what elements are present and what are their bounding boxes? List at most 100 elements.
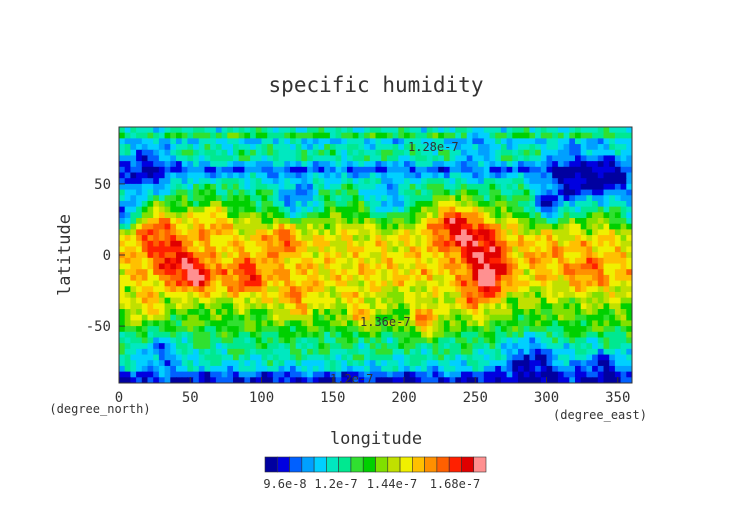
heatmap-cell-449: [626, 149, 632, 157]
heatmap-cell-1269: [170, 206, 177, 213]
heatmap-cell-2972: [130, 314, 137, 322]
heatmap-cell-3673: [535, 354, 542, 361]
heatmap-cell-1862: [472, 240, 479, 248]
heatmap-cell-544: [141, 161, 149, 168]
heatmap-cell-2568: [392, 286, 399, 293]
heatmap-cell-3159: [170, 326, 177, 333]
heatmap-cell-2323: [535, 269, 542, 276]
heatmap-cell-342: [529, 144, 536, 151]
heatmap-cell-958: [449, 183, 456, 191]
heatmap-cell-2540: [233, 286, 240, 293]
heatmap-cell-1387: [329, 212, 337, 219]
heatmap-cell-611: [523, 161, 530, 168]
heatmap-cell-2757: [443, 297, 451, 304]
heatmap-cell-367: [158, 149, 166, 157]
heatmap-cell-3601: [124, 354, 131, 361]
heatmap-cell-2487: [443, 280, 451, 287]
heatmap-cell-2918: [335, 309, 342, 316]
heatmap-cell-2414: [540, 274, 548, 282]
heatmap-cell-2077: [158, 257, 166, 265]
heatmap-cell-2866: [552, 303, 559, 310]
heatmap-cell-2284: [312, 269, 320, 276]
heatmap-cell-1244: [540, 200, 548, 208]
heatmap-cell-550: [176, 161, 183, 168]
heatmap-cell-3078: [221, 320, 228, 327]
heatmap-cell-3248: [164, 331, 171, 339]
heatmap-cell-2197: [329, 263, 337, 270]
heatmap-cell-194: [198, 138, 206, 145]
heatmap-cell-2892: [187, 309, 194, 316]
heatmap-cell-1935: [375, 246, 382, 253]
heatmap-cell-490: [347, 155, 354, 162]
heatmap-cell-1829: [284, 240, 291, 248]
heatmap-cell-4029: [512, 377, 519, 383]
heatmap-cell-869: [455, 178, 462, 185]
heatmap-cell-3450: [290, 343, 297, 350]
heatmap-cell-3303: [478, 331, 485, 339]
heatmap-cell-2154: [597, 257, 605, 265]
heatmap-cell-656: [267, 166, 274, 174]
heatmap-cell-1660: [347, 229, 354, 236]
heatmap-cell-1369: [227, 212, 234, 219]
heatmap-cell-3474: [426, 343, 434, 350]
heatmap-cell-3865: [603, 365, 610, 373]
heatmap-cell-3203: [421, 326, 428, 333]
heatmap-cell-468: [221, 155, 228, 162]
heatmap-cell-1781: [523, 235, 530, 242]
heatmap-cell-3190: [347, 326, 354, 333]
heatmap-cell-3511: [124, 348, 131, 356]
heatmap-cell-3640: [347, 354, 354, 361]
heatmap-cell-3832: [415, 365, 422, 373]
heatmap-cell-2812: [244, 303, 251, 310]
heatmap-cell-3285: [375, 331, 382, 339]
heatmap-cell-4002: [358, 377, 365, 383]
heatmap-cell-1101: [238, 195, 245, 202]
heatmap-cell-3453: [307, 343, 314, 350]
heatmap-cell-3399: [512, 337, 519, 344]
heatmap-cell-2958: [563, 309, 570, 316]
heatmap-cell-2944: [483, 309, 491, 316]
heatmap-cell-1669: [398, 229, 405, 236]
heatmap-cell-2963: [592, 309, 599, 316]
heatmap-cell-627: [614, 161, 622, 168]
heatmap-cell-831: [238, 178, 245, 185]
heatmap-cell-1433: [592, 212, 599, 219]
heatmap-cell-1243: [535, 200, 542, 208]
heatmap-cell-3180: [290, 326, 297, 333]
heatmap-cell-2653: [364, 291, 371, 299]
heatmap-cell-3967: [158, 377, 166, 383]
heatmap-cell-3933: [478, 371, 485, 378]
heatmap-cell-3548: [335, 348, 342, 356]
heatmap-cell-3532: [244, 348, 251, 356]
heatmap-cell-3091: [295, 320, 302, 327]
heatmap-cell-943: [364, 183, 371, 191]
heatmap-cell-2951: [523, 309, 530, 316]
heatmap-cell-3350: [233, 337, 240, 344]
heatmap-cell-2407: [500, 274, 508, 282]
heatmap-cell-1774: [483, 235, 491, 242]
heatmap-cell-1720: [176, 235, 183, 242]
heatmap-cell-2188: [278, 263, 285, 270]
heatmap-cell-3386: [438, 337, 445, 344]
heatmap-cell-334: [483, 144, 491, 151]
heatmap-cell-1780: [518, 235, 525, 242]
heatmap-cell-2460: [290, 280, 297, 287]
heatmap-cell-39: [341, 127, 348, 134]
heatmap-cell-374: [198, 149, 206, 157]
heatmap-cell-294: [255, 144, 263, 151]
heatmap-cell-254: [540, 138, 548, 145]
heatmap-cell-3716: [267, 360, 274, 367]
heatmap-cell-3726: [324, 360, 331, 367]
heatmap-cell-542: [130, 161, 137, 168]
heatmap-cell-316: [381, 144, 388, 151]
heatmap-cell-1146: [495, 195, 502, 202]
heatmap-cell-2140: [518, 257, 525, 265]
heatmap-cell-1721: [181, 235, 188, 242]
heatmap-cell-2042: [472, 252, 479, 259]
heatmap-cell-1831: [295, 240, 302, 248]
heatmap-cell-2047: [500, 252, 508, 259]
heatmap-cell-1703: [592, 229, 599, 236]
heatmap-cell-1419: [512, 212, 519, 219]
heatmap-cell-1818: [221, 240, 228, 248]
heatmap-cell-1666: [381, 229, 388, 236]
